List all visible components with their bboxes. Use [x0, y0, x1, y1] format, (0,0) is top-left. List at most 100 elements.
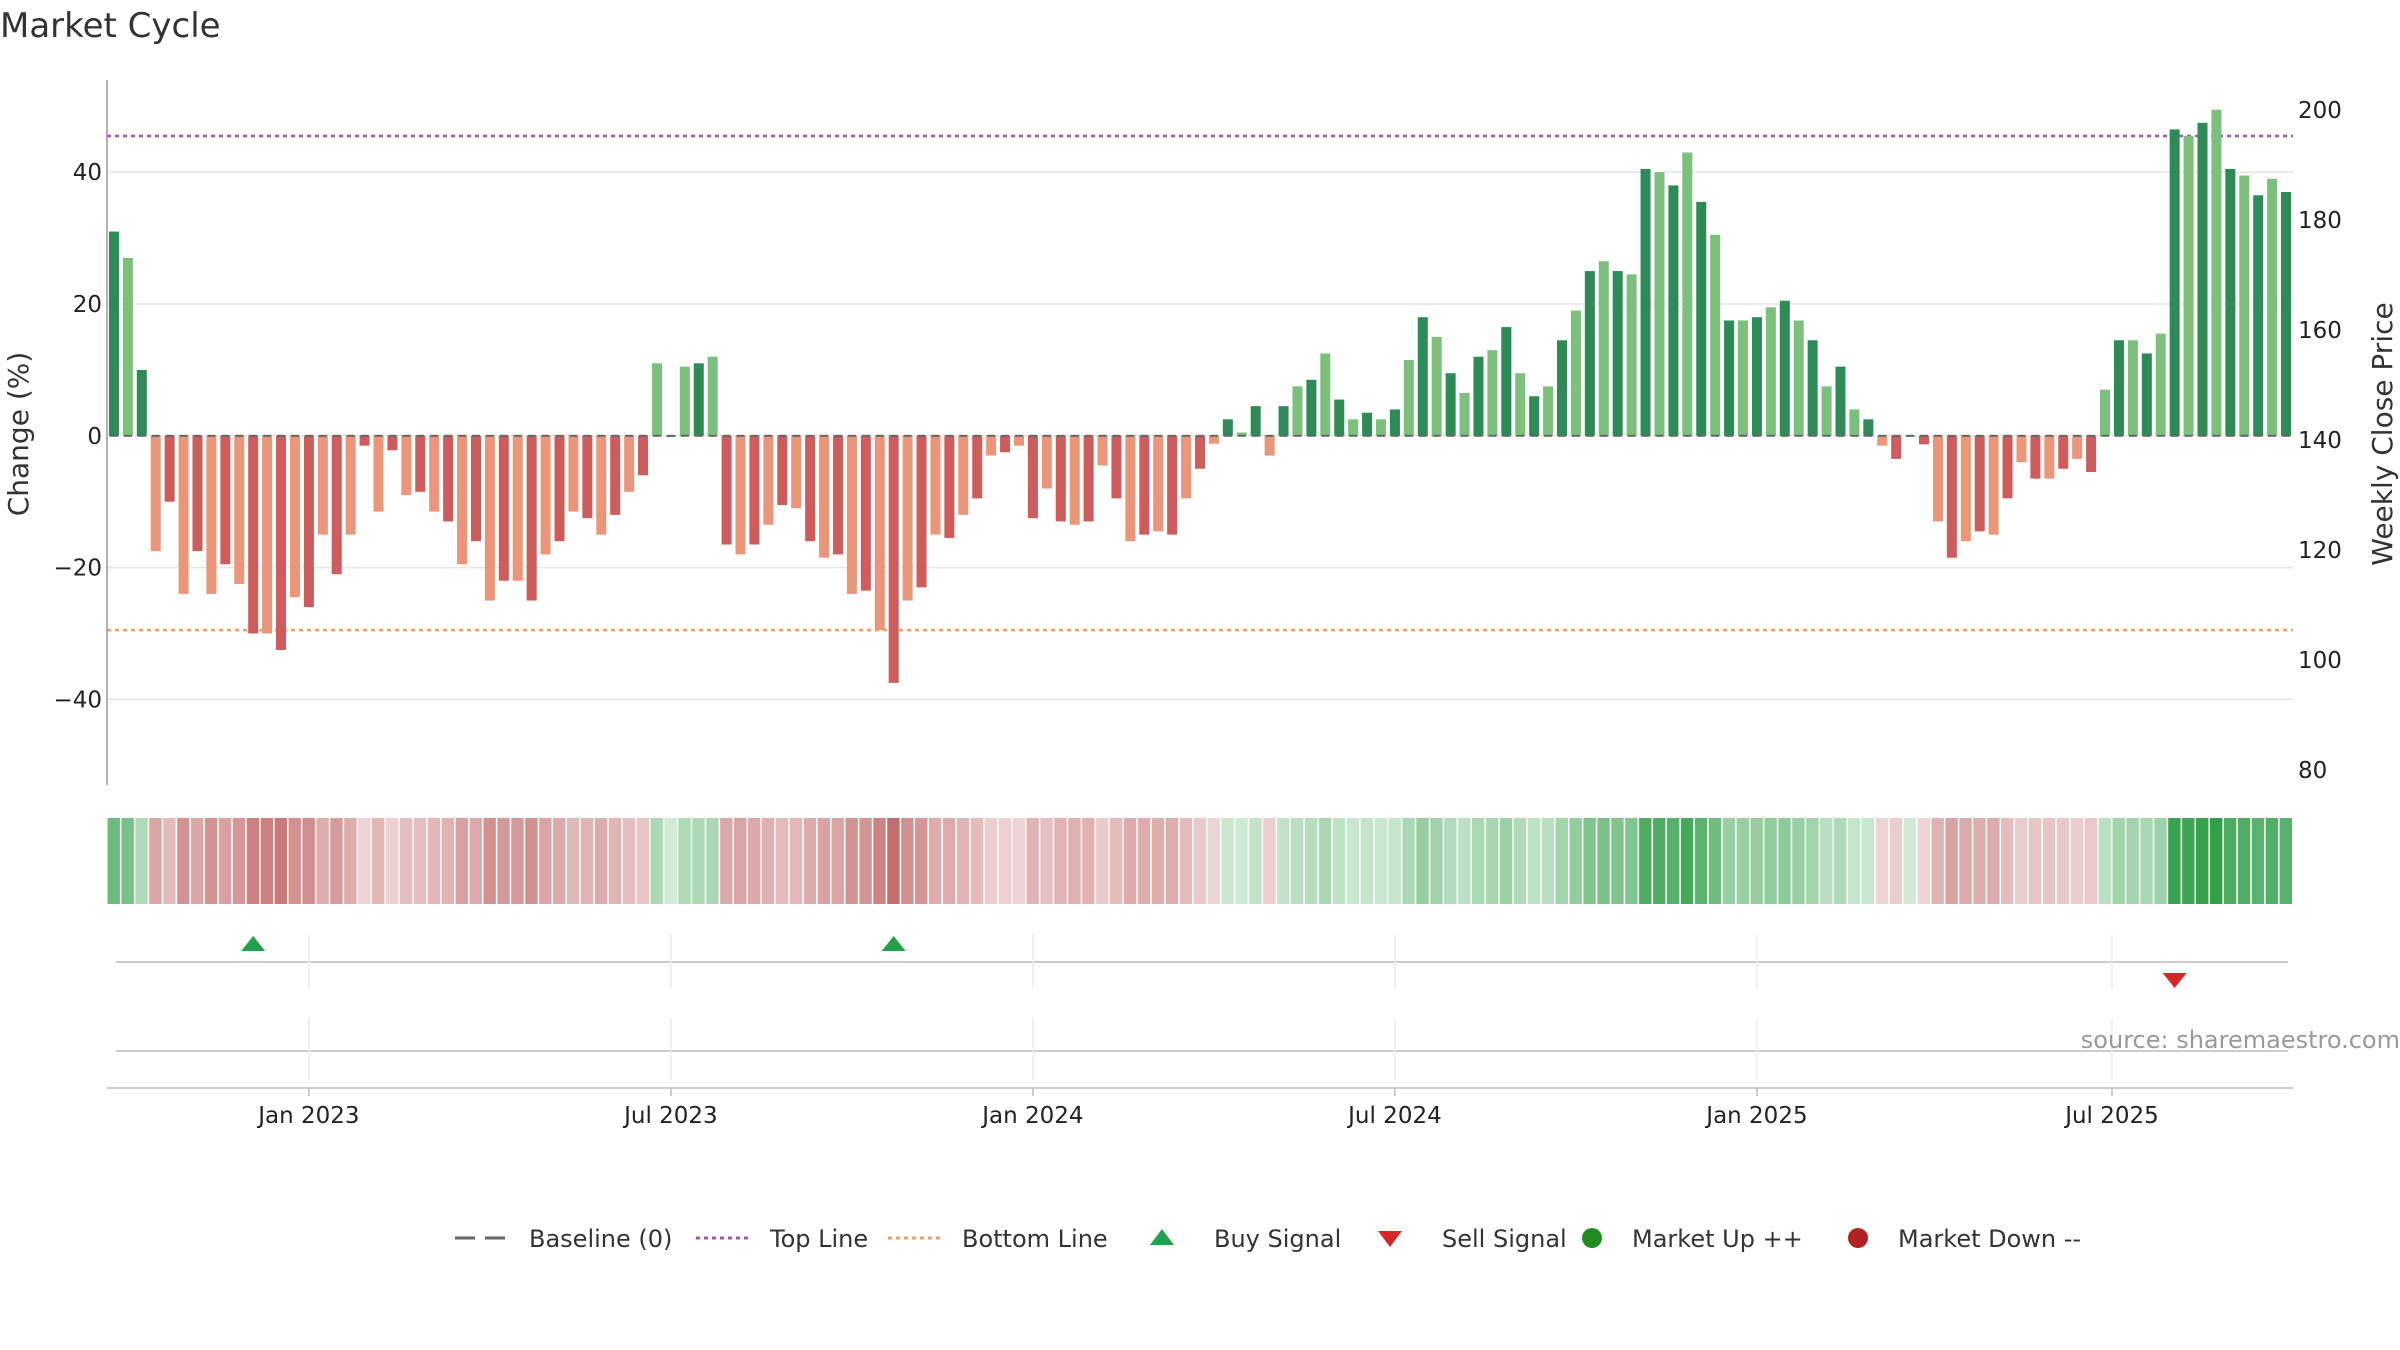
heat-cell [1597, 818, 1610, 904]
heat-cell [1444, 818, 1457, 904]
bar [1751, 317, 1762, 436]
heat-cell [2001, 818, 2014, 904]
heat-cell [1430, 818, 1443, 904]
bar [638, 435, 649, 476]
bar [359, 435, 370, 446]
heat-cell [288, 818, 301, 904]
heat-cell [873, 818, 886, 904]
bar [1097, 435, 1108, 466]
heat-cell [1207, 818, 1220, 904]
x-tick-label: Jan 2023 [256, 1103, 359, 1129]
bar [582, 435, 593, 519]
x-tick-label: Jul 2023 [622, 1103, 718, 1129]
bar [1988, 435, 1999, 535]
bar [2183, 136, 2194, 436]
bar [624, 435, 635, 492]
heat-cell [553, 818, 566, 904]
heat-cell [1263, 818, 1276, 904]
heat-strip [107, 818, 2292, 904]
bar [1167, 435, 1178, 535]
bar [2072, 435, 2083, 459]
bar [568, 435, 579, 512]
bar [1598, 261, 1609, 436]
heat-cell [1834, 818, 1847, 904]
heat-cell [915, 818, 928, 904]
bar [2253, 195, 2264, 436]
bar [1403, 360, 1414, 436]
y-tick-label: 0 [87, 424, 102, 450]
heat-cell [1792, 818, 1805, 904]
heat-cell [1402, 818, 1415, 904]
heat-cell [1722, 818, 1736, 904]
bar [512, 435, 523, 581]
bar [902, 435, 913, 601]
bar [443, 435, 454, 522]
bar [860, 435, 871, 591]
legend-label: Top Line [769, 1225, 868, 1253]
heat-cell [525, 818, 538, 904]
heat-cell [1054, 818, 1067, 904]
buy-signal-marker [241, 936, 266, 951]
y-axis-title: Change (%) [2, 352, 35, 517]
bar [136, 369, 147, 436]
bar [1083, 435, 1094, 522]
bar [2225, 168, 2236, 436]
bar [2169, 129, 2180, 436]
heat-cell [1764, 818, 1777, 904]
heat-cell [385, 818, 399, 904]
heat-cell [1694, 818, 1708, 904]
legend-label: Market Down -- [1898, 1225, 2081, 1253]
heat-cell [1639, 818, 1652, 904]
bar [2211, 109, 2222, 436]
bar [693, 363, 704, 436]
heat-cell [1527, 818, 1541, 904]
bar [2030, 435, 2041, 479]
heat-cell [191, 818, 204, 904]
heat-cell [1304, 818, 1318, 904]
heat-cell [399, 818, 413, 904]
bar [345, 435, 356, 535]
heat-cell [761, 818, 775, 904]
bar [387, 435, 398, 451]
bar [1557, 340, 1568, 436]
heat-cell [483, 818, 496, 904]
bar [415, 435, 426, 492]
heat-cell [845, 818, 858, 904]
heat-cell [1611, 818, 1624, 904]
bar [1041, 435, 1052, 489]
heat-cell [2126, 818, 2139, 904]
heat-cell [566, 818, 580, 904]
y2-tick-label: 180 [2298, 208, 2342, 234]
bar [819, 435, 830, 558]
heat-cell [970, 818, 984, 904]
bar [317, 435, 328, 535]
heat-cell [1123, 818, 1137, 904]
legend-item-market_down: Market Down -- [1848, 1225, 2081, 1253]
bar [220, 435, 231, 565]
heat-cell [204, 818, 218, 904]
bar [457, 435, 468, 565]
heat-cell [2168, 818, 2181, 904]
bar [1919, 435, 1930, 445]
heat-cell [1346, 818, 1360, 904]
heat-cell [1973, 818, 1986, 904]
heat-cell [1736, 818, 1749, 904]
bar [192, 435, 203, 552]
bar [791, 435, 802, 509]
bar [972, 435, 983, 499]
bar [2086, 435, 2097, 473]
heat-cell [1193, 818, 1206, 904]
circle-icon [1582, 1228, 1602, 1248]
heat-cell [2084, 818, 2098, 904]
heat-cell [1806, 818, 1819, 904]
bar [1779, 300, 1790, 436]
bar [429, 435, 440, 512]
heat-cell [511, 818, 524, 904]
triangle-up-icon [1150, 1229, 1174, 1245]
bar [276, 435, 287, 650]
heat-cell [1165, 818, 1179, 904]
heat-cell [260, 818, 274, 904]
heat-cell [2112, 818, 2125, 904]
bar [1668, 185, 1679, 436]
heat-cell [1959, 818, 1972, 904]
